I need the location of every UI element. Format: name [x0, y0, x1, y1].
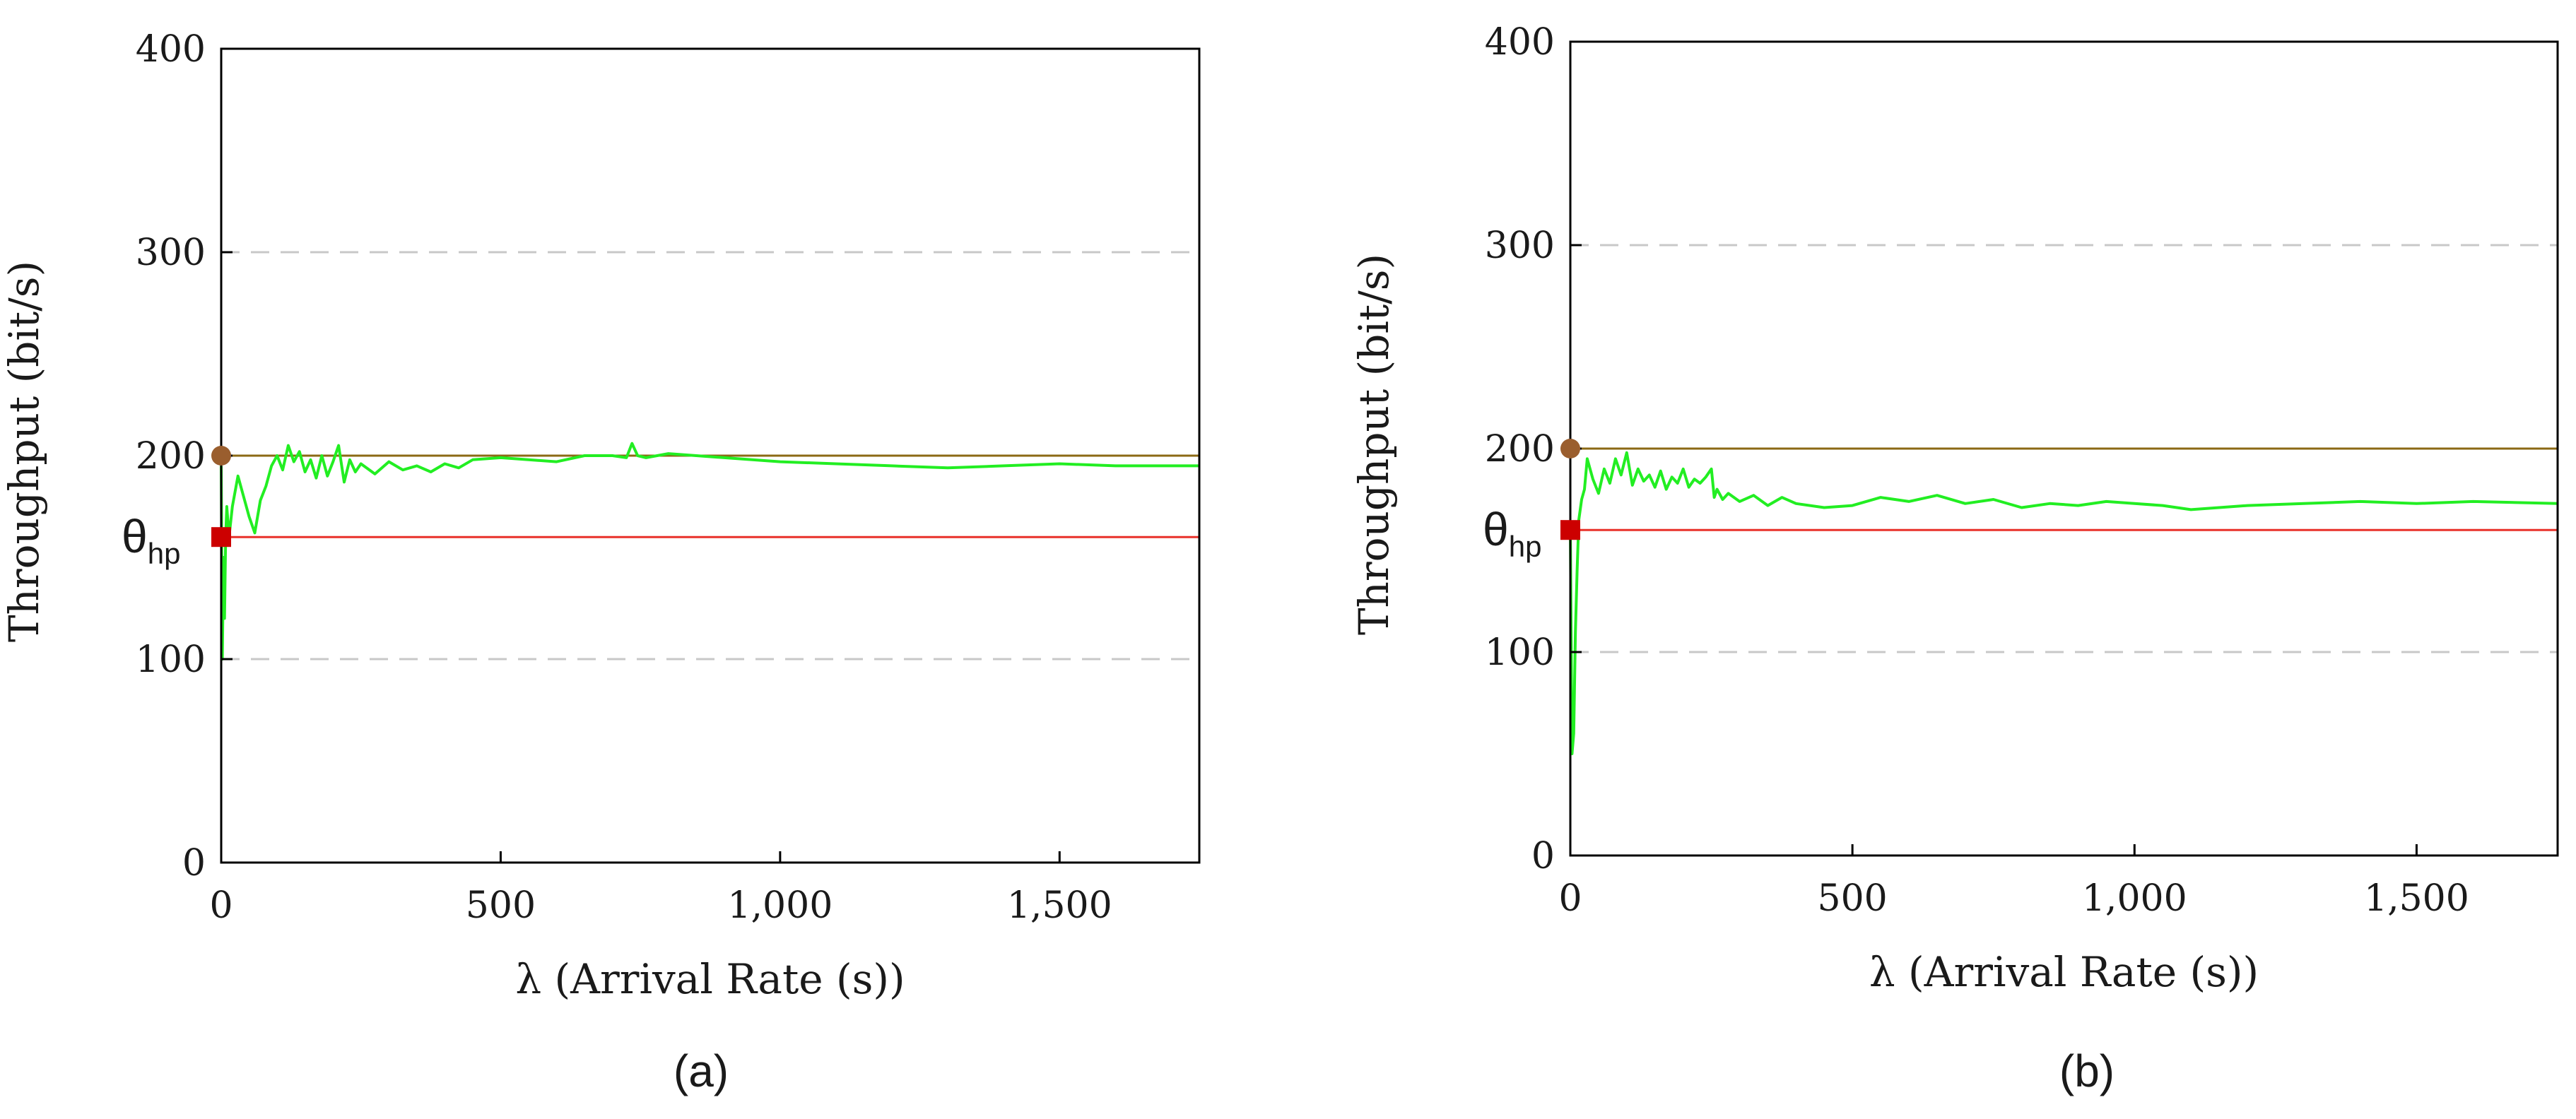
y-tick-label: 300 — [136, 232, 206, 274]
x-tick-label: 0 — [209, 884, 233, 927]
y-tick-label: 200 — [136, 435, 206, 478]
throughput-series — [220, 442, 1199, 661]
y-tick-label: 400 — [1485, 21, 1555, 64]
capacity-marker — [1560, 439, 1580, 458]
theta-symbol: θ — [122, 510, 148, 562]
x-axis-label: λ (Arrival Rate (s)) — [515, 955, 905, 1003]
theta-hp-label: θhp — [1483, 503, 1541, 563]
x-tick-label: 0 — [1558, 877, 1582, 920]
panel-label: (b) — [2059, 1046, 2115, 1096]
x-tick-label: 500 — [1818, 877, 1888, 920]
x-tick-label: 1,000 — [2082, 877, 2187, 920]
y-tick-label: 300 — [1485, 225, 1555, 267]
y-axis-label: Throughput (bit/s) — [0, 261, 48, 642]
y-tick-label: 200 — [1485, 428, 1555, 470]
x-axis-label: λ (Arrival Rate (s)) — [1869, 948, 2259, 996]
theta-subscript: hp — [1509, 530, 1542, 563]
chart-a: 0 500 1,000 1,500 0 100 200 300 400 θhp λ (Arrival… — [0, 28, 1201, 1096]
theta-subscript: hp — [148, 537, 181, 570]
y-tick-label: 0 — [1531, 835, 1555, 877]
y-tick-label: 400 — [136, 28, 206, 71]
y-tick-label: 100 — [1485, 632, 1555, 674]
y-axis-label: Throughput (bit/s) — [1350, 254, 1398, 635]
theta-marker — [211, 527, 231, 547]
theta-marker — [1560, 520, 1580, 540]
x-tick-label: 1,000 — [727, 884, 833, 927]
x-tick-label: 500 — [466, 884, 536, 927]
chart-b: 0 500 1,000 1,500 0 100 200 300 400 θhp λ (Arrival… — [1350, 21, 2559, 1096]
throughput-series — [1569, 451, 2558, 755]
y-tick-label: 100 — [136, 639, 206, 681]
theta-hp-label: θhp — [122, 510, 180, 570]
capacity-marker — [211, 446, 231, 466]
x-tick-label: 1,500 — [2364, 877, 2469, 920]
x-tick-label: 1,500 — [1007, 884, 1112, 927]
theta-symbol: θ — [1483, 503, 1509, 555]
panel-label: (a) — [674, 1046, 729, 1096]
y-tick-label: 0 — [182, 842, 206, 884]
